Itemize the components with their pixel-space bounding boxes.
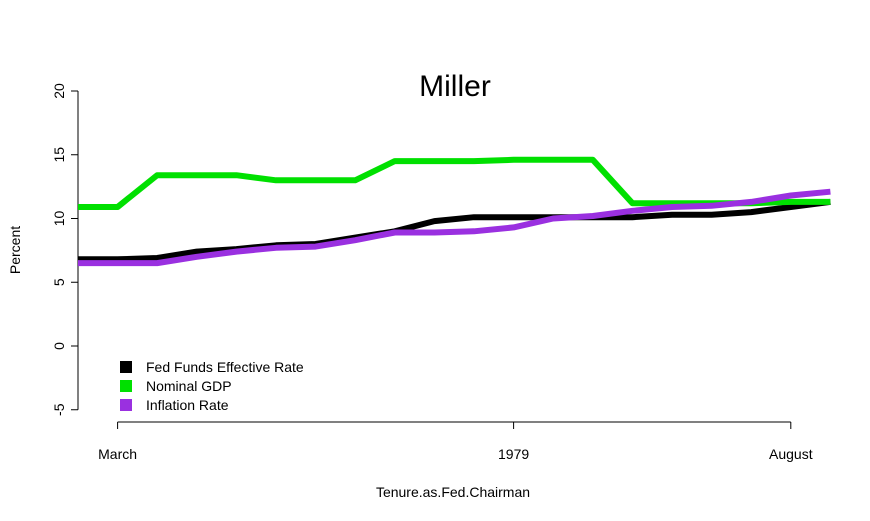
legend-swatch-nominal-gdp: [120, 380, 132, 392]
y-tick-label: 5: [51, 278, 67, 286]
series-layer: [78, 156, 831, 267]
x-axis-label: Tenure.as.Fed.Chairman: [376, 484, 530, 500]
y-tick-label: 15: [51, 147, 67, 163]
y-axis: -5 0 5 10 15 20: [51, 83, 79, 416]
x-tick-label: March: [98, 446, 137, 462]
legend-label-nominal-gdp: Nominal GDP: [146, 378, 232, 394]
y-tick-label: 10: [51, 211, 67, 227]
x-tick-label: 1979: [498, 446, 529, 462]
legend-label-inflation-rate: Inflation Rate: [146, 397, 229, 413]
legend-swatch-inflation-rate: [120, 399, 132, 411]
series-line-fed-funds-effective-rate: [78, 198, 831, 263]
y-tick-label: -5: [51, 403, 67, 416]
series-line-inflation-rate: [78, 188, 831, 267]
legend-swatch-fed-funds-effective-rate: [120, 361, 132, 373]
y-axis-label: Percent: [7, 226, 23, 274]
legend-label-fed-funds-effective-rate: Fed Funds Effective Rate: [146, 359, 304, 375]
series-line-nominal-gdp: [78, 156, 831, 210]
x-tick-label: August: [769, 446, 813, 462]
chart-title: Miller: [419, 70, 491, 103]
y-tick-label: 20: [51, 83, 67, 99]
x-axis: March 1979 August: [98, 421, 813, 462]
legend: Fed Funds Effective Rate Nominal GDP Infla…: [120, 359, 304, 413]
y-tick-label: 0: [51, 342, 67, 350]
